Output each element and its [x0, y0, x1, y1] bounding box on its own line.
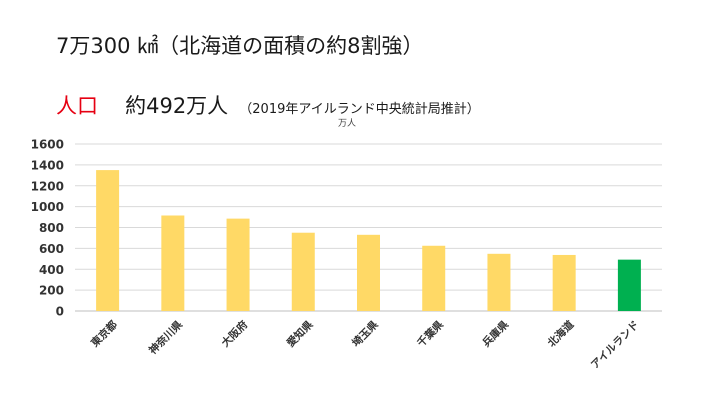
bar-7	[487, 253, 511, 311]
y-tick-label: 0	[56, 305, 64, 319]
bar-1	[96, 170, 120, 311]
y-tick-label: 1400	[31, 158, 64, 172]
x-tick-labels: 東京都 神奈川県 大阪府 愛知県 埼玉県 千葉県 兵庫県 北海道 アイルランド	[88, 318, 641, 372]
bar-8	[552, 254, 576, 311]
bar-9	[617, 259, 641, 311]
x-tick-label: 愛知県	[284, 318, 316, 350]
population-value: 約492万人	[125, 94, 229, 118]
y-tick-labels: 0 200 400 600 800 1000 1200 1400 1600	[31, 138, 64, 319]
y-tick-label: 200	[39, 284, 64, 298]
bar-3	[226, 218, 250, 311]
bar-2	[161, 215, 185, 311]
y-tick-label: 400	[39, 263, 64, 277]
x-tick-label: 埼玉県	[349, 318, 381, 350]
bar-6	[422, 245, 446, 311]
y-tick-label: 1000	[31, 200, 64, 214]
y-unit-label: 万人	[338, 119, 357, 129]
x-tick-label: 東京都	[88, 318, 120, 350]
y-tick-label: 800	[39, 221, 64, 235]
x-tick-label: 神奈川県	[146, 318, 185, 357]
bar-chart: 0 200 400 600 800 1000 1200 1400 1600 東京都 神奈川県 大阪府…	[31, 138, 662, 372]
population-line: 人口 約492万人 （2019年アイルランド中央統計局推計）	[56, 90, 480, 120]
area-text: 7万300 ㎢（北海道の面積の約8割強）	[56, 34, 424, 58]
population-label: 人口	[56, 94, 98, 118]
y-tick-label: 1600	[31, 138, 64, 152]
x-tick-label: 兵庫県	[480, 318, 512, 350]
bar-4	[291, 232, 315, 311]
x-tick-label: 大阪府	[219, 318, 251, 350]
x-tick-label: 北海道	[545, 318, 577, 350]
bars	[96, 170, 641, 311]
x-tick-label: 千葉県	[414, 318, 446, 350]
bar-5	[357, 234, 380, 311]
x-tick-label: アイルランド	[589, 319, 642, 372]
y-tick-label: 600	[39, 242, 64, 256]
population-source: （2019年アイルランド中央統計局推計）	[239, 102, 480, 117]
y-tick-label: 1200	[31, 179, 64, 193]
